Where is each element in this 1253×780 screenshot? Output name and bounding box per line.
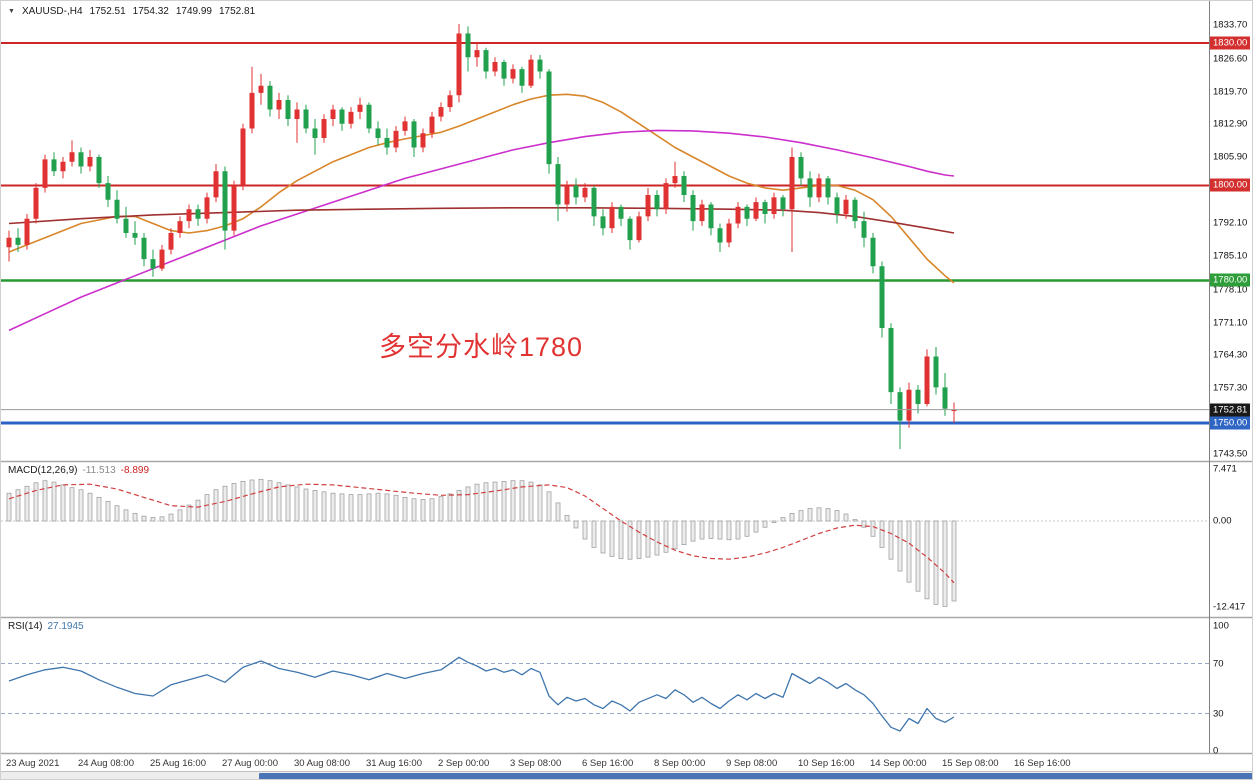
rsi-axis-label: 30 [1213, 708, 1224, 719]
price-axis-label: 1805.90 [1213, 151, 1248, 163]
h-scrollbar[interactable] [1, 771, 1252, 779]
price-badge: 1752.81 [1210, 403, 1251, 417]
time-axis-label: 30 Aug 08:00 [294, 758, 350, 769]
price-axis[interactable]: 1833.70 1826.60 1819.70 1812.90 1805.90 1792.… [1209, 1, 1252, 757]
rsi-value: 27.1945 [47, 621, 84, 632]
macd-axis-label: -12.417 [1213, 601, 1246, 613]
time-axis-label: 10 Sep 16:00 [798, 758, 855, 769]
time-axis-label: 8 Sep 00:00 [654, 758, 706, 769]
price-axis-label: 1743.50 [1213, 448, 1248, 460]
ma-mid-magenta [8, 129, 955, 332]
price-axis-label: 1826.60 [1213, 53, 1248, 65]
price-axis-label: 1792.10 [1213, 217, 1248, 229]
chevron-down-icon[interactable]: ▼ [8, 8, 15, 15]
time-axis-label: 16 Sep 16:00 [1014, 758, 1071, 769]
macd-histogram [6, 478, 957, 607]
ohlc-open: 1752.51 [89, 6, 126, 17]
macd-main-value: -11.513 [82, 465, 116, 476]
macd-axis-label: 7.471 [1213, 463, 1237, 475]
ma-fast-orange [8, 93, 955, 284]
price-axis-label: 1764.30 [1213, 349, 1248, 361]
rsi-indicator-label: RSI(14) 27.1945 [8, 621, 84, 632]
time-axis-label: 25 Aug 16:00 [150, 758, 206, 769]
ohlc-low: 1749.99 [175, 6, 212, 17]
ma-slow-darkred [8, 207, 955, 234]
rsi-name: RSI(14) [8, 621, 43, 632]
time-axis-label: 15 Sep 08:00 [942, 758, 999, 769]
time-axis-label: 27 Aug 00:00 [222, 758, 278, 769]
chart-title: ▼ XAUUSD-,H4 1752.51 1754.32 1749.99 175… [8, 6, 255, 17]
macd-axis-label: 0.00 [1213, 515, 1232, 527]
macd-signal-value: -8.899 [120, 465, 150, 476]
annotation-text: 多空分水岭1780 [379, 332, 584, 362]
rsi-axis-label: 100 [1213, 620, 1229, 632]
time-axis-label: 6 Sep 16:00 [582, 758, 634, 769]
time-axis[interactable]: 23 Aug 2021 24 Aug 08:00 25 Aug 16:00 27 Au… [1, 754, 1252, 771]
macd-signal-line [8, 483, 955, 584]
time-axis-label: 9 Sep 08:00 [726, 758, 778, 769]
price-axis-label: 1819.70 [1213, 86, 1248, 98]
price-axis-label: 1833.70 [1213, 19, 1248, 31]
macd-indicator-label: MACD(12,26,9) -11.513 -8.899 [8, 465, 149, 476]
rsi-axis-label: 70 [1213, 658, 1224, 669]
price-badge: 1780.00 [1210, 273, 1251, 287]
rsi-axis-label: 0 [1213, 745, 1219, 757]
price-axis-label: 1771.10 [1213, 317, 1248, 329]
h-scrollbar-thumb[interactable] [259, 773, 1252, 779]
time-axis-label: 31 Aug 16:00 [366, 758, 422, 769]
price-axis-label: 1785.10 [1213, 250, 1248, 262]
price-axis-label: 1757.30 [1213, 382, 1248, 394]
time-axis-label: 23 Aug 2021 [6, 758, 60, 769]
price-axis-label: 1812.90 [1213, 118, 1248, 130]
macd-name: MACD(12,26,9) [8, 465, 78, 476]
rsi-line [8, 656, 955, 732]
time-axis-label: 2 Sep 00:00 [438, 758, 490, 769]
time-axis-label: 3 Sep 08:00 [510, 758, 562, 769]
price-badge: 1830.00 [1210, 36, 1251, 50]
ohlc-close: 1752.81 [218, 6, 256, 17]
price-axis-label: 1778.10 [1213, 284, 1248, 295]
price-badge: 1800.00 [1210, 178, 1251, 192]
price-badge: 1750.00 [1210, 416, 1251, 430]
time-axis-label: 24 Aug 08:00 [78, 758, 134, 769]
candles [6, 23, 957, 450]
time-axis-label: 14 Sep 00:00 [870, 758, 927, 769]
symbol-timeframe: XAUUSD-,H4 [21, 6, 83, 17]
ohlc-high: 1754.32 [132, 6, 169, 17]
